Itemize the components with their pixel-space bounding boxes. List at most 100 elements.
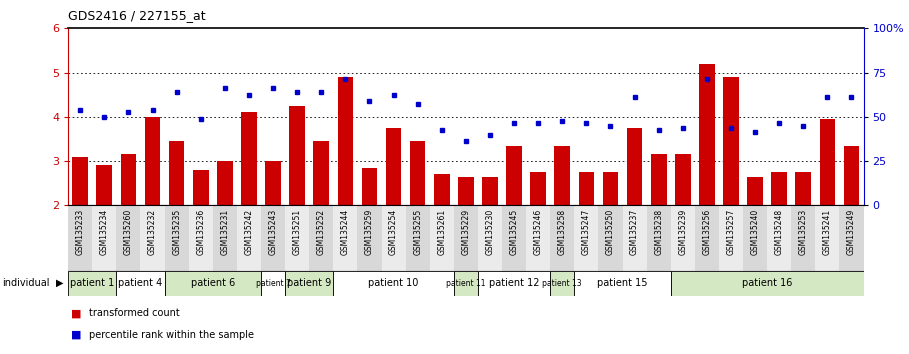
Bar (357, 205, 382, 271)
Text: patient 9: patient 9 (287, 278, 331, 288)
Text: GSM135261: GSM135261 (437, 209, 446, 255)
Bar (334, 271, 454, 296)
Bar (454, 271, 478, 296)
Bar (382, 205, 405, 271)
Text: patient 13: patient 13 (543, 279, 582, 288)
Text: GSM135248: GSM135248 (774, 209, 784, 255)
Bar (506, 145, 522, 205)
Text: patient 15: patient 15 (597, 278, 648, 288)
Bar (458, 177, 474, 205)
Bar (530, 172, 546, 205)
Bar (626, 128, 643, 205)
Text: GSM135245: GSM135245 (510, 209, 518, 255)
Text: GSM135234: GSM135234 (100, 209, 109, 255)
Bar (116, 271, 165, 296)
Bar (237, 205, 261, 271)
Bar (724, 77, 739, 205)
Bar (651, 154, 666, 205)
Text: GSM135251: GSM135251 (293, 209, 302, 255)
Bar (815, 205, 839, 271)
Text: GSM135247: GSM135247 (582, 209, 591, 255)
Bar (623, 205, 646, 271)
Bar (93, 205, 116, 271)
Bar (844, 145, 859, 205)
Bar (747, 177, 763, 205)
Text: ■: ■ (71, 330, 82, 339)
Bar (743, 205, 767, 271)
Text: patient 7: patient 7 (255, 279, 291, 288)
Bar (385, 128, 402, 205)
Bar (289, 106, 305, 205)
Bar (482, 177, 498, 205)
Text: GSM135244: GSM135244 (341, 209, 350, 255)
Bar (646, 205, 671, 271)
Bar (767, 205, 791, 271)
Bar (337, 77, 354, 205)
Bar (430, 205, 454, 271)
Bar (165, 205, 189, 271)
Text: GSM135253: GSM135253 (799, 209, 808, 255)
Text: GSM135259: GSM135259 (365, 209, 374, 255)
Bar (141, 205, 165, 271)
Text: transformed count: transformed count (89, 308, 180, 318)
Text: percentile rank within the sample: percentile rank within the sample (89, 330, 255, 339)
Bar (405, 205, 430, 271)
Bar (550, 271, 574, 296)
Bar (839, 205, 864, 271)
Text: GSM135243: GSM135243 (268, 209, 277, 255)
Text: patient 10: patient 10 (368, 278, 419, 288)
Bar (116, 205, 141, 271)
Bar (285, 271, 334, 296)
Bar (454, 205, 478, 271)
Bar (694, 205, 719, 271)
Bar (68, 205, 93, 271)
Bar (261, 205, 285, 271)
Bar (314, 141, 329, 205)
Bar (189, 205, 213, 271)
Bar (434, 175, 450, 205)
Bar (261, 271, 285, 296)
Bar (241, 113, 256, 205)
Bar (217, 161, 233, 205)
Text: GSM135258: GSM135258 (558, 209, 567, 255)
Bar (598, 205, 623, 271)
Text: GSM135255: GSM135255 (414, 209, 422, 255)
Text: individual: individual (2, 278, 49, 288)
Text: GSM135232: GSM135232 (148, 209, 157, 255)
Bar (165, 271, 261, 296)
Bar (675, 154, 691, 205)
Text: ▶: ▶ (56, 278, 64, 288)
Bar (169, 141, 185, 205)
Bar (578, 172, 594, 205)
Text: GSM135239: GSM135239 (678, 209, 687, 255)
Text: patient 16: patient 16 (742, 278, 793, 288)
Bar (193, 170, 208, 205)
Bar (285, 205, 309, 271)
Text: GSM135236: GSM135236 (196, 209, 205, 255)
Text: GSM135231: GSM135231 (220, 209, 229, 255)
Bar (772, 172, 787, 205)
Text: patient 11: patient 11 (446, 279, 485, 288)
Text: GSM135242: GSM135242 (245, 209, 254, 255)
Bar (791, 205, 815, 271)
Text: GSM135230: GSM135230 (485, 209, 494, 255)
Text: GSM135240: GSM135240 (751, 209, 760, 255)
Bar (550, 205, 574, 271)
Text: GSM135254: GSM135254 (389, 209, 398, 255)
Bar (265, 161, 281, 205)
Bar (574, 205, 598, 271)
Bar (671, 205, 694, 271)
Bar (699, 64, 714, 205)
Bar (554, 145, 570, 205)
Bar (73, 156, 88, 205)
Bar (478, 271, 550, 296)
Bar (719, 205, 743, 271)
Bar (478, 205, 502, 271)
Bar (68, 271, 116, 296)
Text: GSM135246: GSM135246 (534, 209, 543, 255)
Text: GSM135237: GSM135237 (630, 209, 639, 255)
Text: GDS2416 / 227155_at: GDS2416 / 227155_at (68, 9, 205, 22)
Text: GSM135235: GSM135235 (172, 209, 181, 255)
Text: GSM135238: GSM135238 (654, 209, 664, 255)
Bar (574, 271, 671, 296)
